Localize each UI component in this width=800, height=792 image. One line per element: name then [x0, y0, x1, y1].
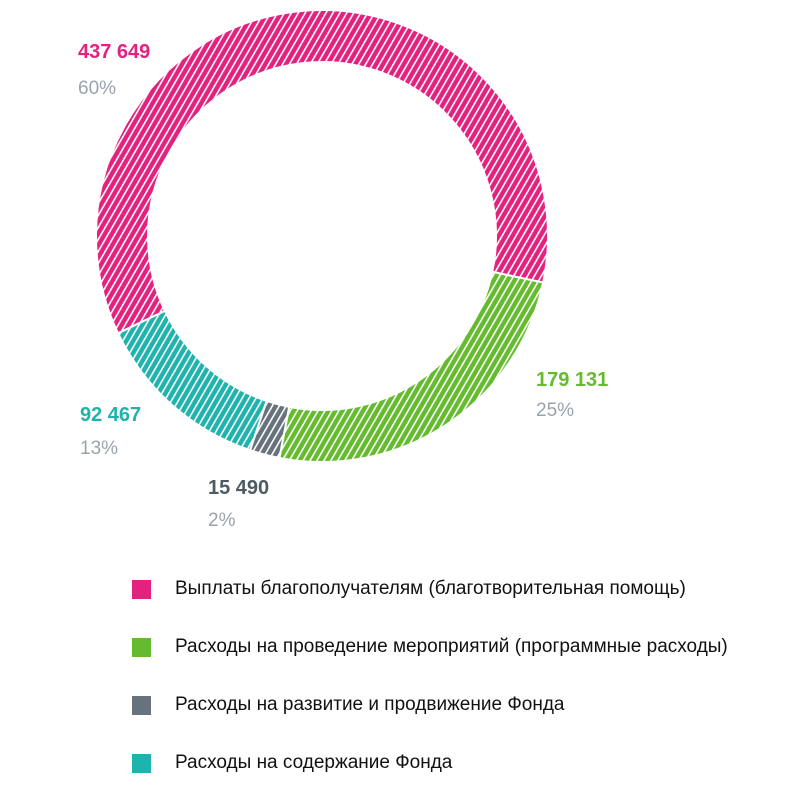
- legend-label-maintenance-expenses: Расходы на содержание Фонда: [175, 752, 453, 773]
- legend-swatch-beneficiary-payments: [132, 579, 151, 599]
- percent-label-development-expenses: 2%: [208, 510, 236, 531]
- legend-label-development-expenses: Расходы на развитие и продвижение Фонда: [175, 694, 565, 715]
- legend-item-beneficiary-payments: Выплаты благополучателям (благотворитель…: [132, 560, 728, 618]
- legend-label-beneficiary-payments: Выплаты благополучателям (благотворитель…: [175, 578, 686, 599]
- legend-item-maintenance-expenses: Расходы на содержание Фонда: [132, 734, 728, 792]
- slice-beneficiary-payments: [95, 9, 549, 335]
- donut-chart: 437 649 60% 179 131 25% 15 490 2% 92 467 13%: [78, 9, 608, 531]
- percent-label-program-expenses: 25%: [536, 400, 574, 421]
- legend-item-program-expenses: Расходы на проведение мероприятий (прогр…: [132, 618, 728, 676]
- legend-swatch-maintenance-expenses: [132, 753, 151, 773]
- slice-program-expenses: [278, 270, 545, 463]
- legend: Выплаты благополучателям (благотворитель…: [132, 560, 728, 792]
- legend-swatch-program-expenses: [132, 637, 151, 657]
- value-label-development-expenses: 15 490: [208, 477, 269, 499]
- legend-item-development-expenses: Расходы на развитие и продвижение Фонда: [132, 676, 728, 734]
- slice-maintenance-expenses: [116, 309, 268, 452]
- value-label-maintenance-expenses: 92 467: [80, 404, 141, 426]
- legend-swatch-development-expenses: [132, 695, 151, 715]
- value-label-beneficiary-payments: 437 649: [78, 41, 150, 63]
- legend-label-program-expenses: Расходы на проведение мероприятий (прогр…: [175, 636, 728, 657]
- percent-label-beneficiary-payments: 60%: [78, 78, 116, 99]
- percent-label-maintenance-expenses: 13%: [80, 438, 118, 459]
- value-label-program-expenses: 179 131: [536, 369, 608, 391]
